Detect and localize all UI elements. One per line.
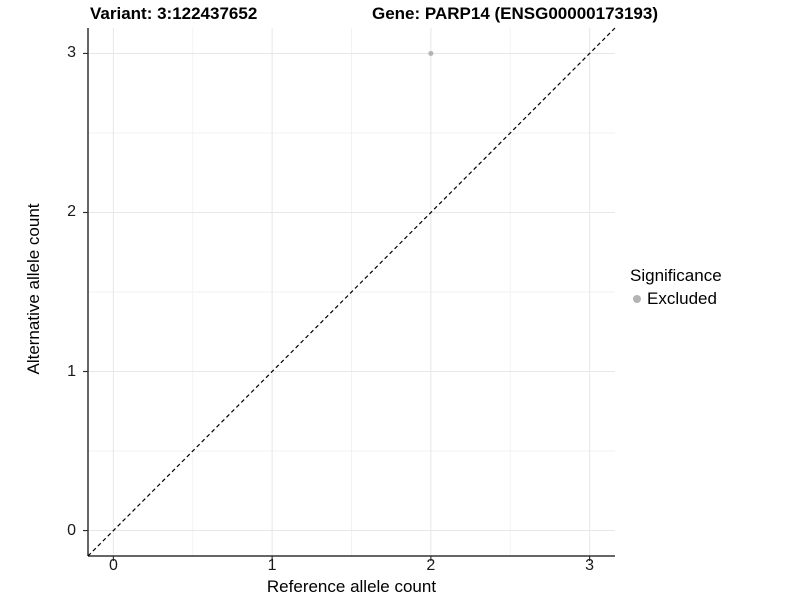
plot-title-gene: Gene: PARP14 (ENSG00000173193) (372, 4, 659, 23)
legend-title: Significance (630, 266, 722, 285)
plot-panel (83, 27, 616, 561)
legend-item-label: Excluded (647, 289, 717, 308)
legend-point-icon (633, 295, 641, 303)
x-tick-label: 2 (426, 557, 436, 574)
x-tick-label: 1 (267, 557, 277, 574)
legend: Significance Excluded (630, 266, 722, 309)
y-axis-title: Alternative allele count (24, 203, 43, 375)
x-axis-title: Reference allele count (266, 577, 437, 596)
identity-dashed-line (87, 27, 616, 557)
x-tick-label: 3 (585, 557, 595, 574)
legend-item: Excluded (633, 289, 722, 309)
y-tick-label: 2 (67, 203, 76, 221)
y-tick-label: 0 (67, 521, 76, 539)
data-point (428, 50, 434, 56)
legend-items: Excluded (630, 289, 722, 309)
plot-title-variant: Variant: 3:122437652 (90, 4, 258, 23)
y-tick-label: 1 (67, 362, 76, 380)
y-tick-label: 3 (67, 44, 76, 62)
x-tick-label: 0 (108, 557, 118, 574)
